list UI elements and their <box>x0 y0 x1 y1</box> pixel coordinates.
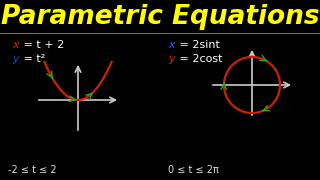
Text: y: y <box>168 54 175 64</box>
Text: -2 ≤ t ≤ 2: -2 ≤ t ≤ 2 <box>8 165 57 175</box>
Text: = t²: = t² <box>20 54 45 64</box>
Text: y: y <box>12 54 19 64</box>
Text: = t + 2: = t + 2 <box>20 40 64 50</box>
Text: Parametric Equations: Parametric Equations <box>1 4 319 30</box>
Text: x: x <box>12 40 19 50</box>
Text: = 2sint: = 2sint <box>176 40 220 50</box>
Text: x: x <box>168 40 175 50</box>
Text: = 2cost: = 2cost <box>176 54 222 64</box>
Text: 0 ≤ t ≤ 2π: 0 ≤ t ≤ 2π <box>168 165 219 175</box>
